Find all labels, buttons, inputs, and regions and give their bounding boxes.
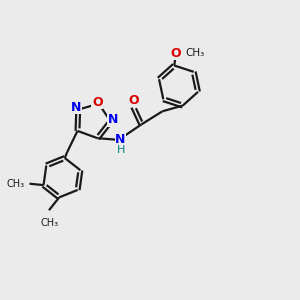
Text: O: O <box>92 96 103 109</box>
Text: O: O <box>170 47 181 60</box>
Text: N: N <box>108 113 118 126</box>
Text: O: O <box>128 94 139 107</box>
Text: H: H <box>117 145 125 155</box>
Text: CH₃: CH₃ <box>185 48 204 58</box>
Text: CH₃: CH₃ <box>6 179 24 189</box>
Text: CH₃: CH₃ <box>40 218 58 228</box>
Text: N: N <box>71 101 81 114</box>
Text: N: N <box>115 133 125 146</box>
